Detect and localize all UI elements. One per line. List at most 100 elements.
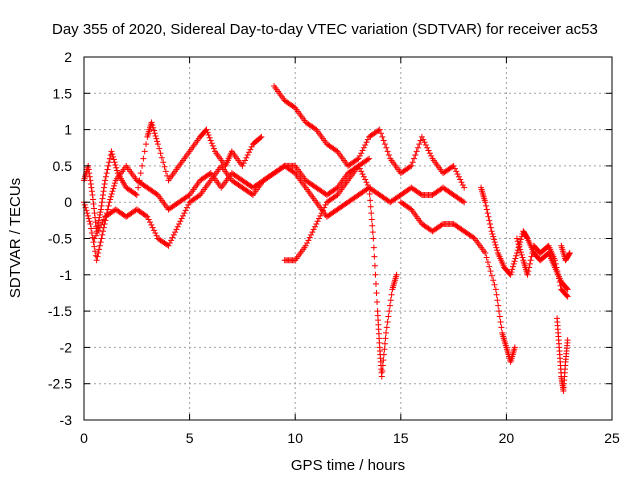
data-point bbox=[81, 201, 88, 208]
data-point bbox=[360, 144, 367, 151]
data-point bbox=[483, 202, 490, 209]
data-point bbox=[557, 282, 564, 289]
data-point bbox=[86, 218, 93, 225]
data-point bbox=[492, 286, 499, 293]
data-point bbox=[438, 221, 445, 228]
data-point bbox=[416, 141, 423, 148]
data-point bbox=[247, 146, 254, 153]
data-point bbox=[359, 147, 366, 154]
data-point bbox=[88, 188, 95, 195]
data-point bbox=[111, 180, 118, 187]
data-point bbox=[364, 136, 371, 143]
data-point bbox=[111, 159, 118, 166]
data-point bbox=[358, 150, 365, 157]
data-point bbox=[100, 188, 107, 195]
data-point bbox=[110, 185, 117, 192]
data-point bbox=[524, 271, 531, 278]
data-point bbox=[426, 150, 433, 157]
data-point bbox=[373, 289, 380, 296]
data-point bbox=[152, 230, 159, 237]
data-point bbox=[149, 224, 156, 231]
data-point bbox=[486, 217, 493, 224]
data-point bbox=[132, 191, 139, 198]
data-point bbox=[451, 165, 458, 172]
data-point bbox=[89, 191, 96, 198]
data-point bbox=[98, 235, 105, 242]
data-point bbox=[154, 138, 161, 145]
data-point bbox=[375, 127, 382, 134]
data-point bbox=[180, 212, 186, 219]
data-point bbox=[379, 133, 386, 140]
data-point bbox=[356, 152, 363, 159]
data-point bbox=[160, 159, 167, 166]
data-point bbox=[111, 182, 118, 189]
data-point bbox=[513, 235, 520, 242]
data-point bbox=[169, 234, 176, 241]
data-point bbox=[87, 181, 94, 188]
data-point bbox=[98, 199, 105, 206]
data-point bbox=[317, 212, 324, 219]
data-point bbox=[170, 231, 177, 238]
data-point bbox=[496, 313, 503, 320]
data-point bbox=[103, 170, 110, 177]
data-point bbox=[333, 192, 340, 199]
data-point bbox=[90, 201, 97, 208]
data-point bbox=[412, 152, 419, 159]
data-point bbox=[383, 324, 390, 331]
data-point bbox=[108, 148, 115, 155]
data-point bbox=[409, 159, 416, 166]
data-point bbox=[100, 228, 107, 235]
data-point bbox=[355, 155, 362, 162]
data-point bbox=[482, 199, 489, 206]
data-point bbox=[84, 212, 91, 219]
data-point bbox=[302, 242, 309, 249]
data-point bbox=[483, 206, 490, 213]
data-point bbox=[424, 144, 431, 151]
data-point bbox=[356, 165, 363, 172]
y-tick-label: -2 bbox=[60, 339, 73, 355]
data-point bbox=[386, 308, 393, 315]
data-point bbox=[383, 144, 390, 151]
data-point bbox=[382, 335, 389, 342]
data-point bbox=[151, 130, 158, 137]
data-point bbox=[107, 193, 114, 200]
data-point bbox=[470, 234, 477, 241]
data-point bbox=[366, 155, 373, 162]
grid bbox=[84, 57, 612, 420]
data-point bbox=[493, 291, 500, 298]
data-point bbox=[487, 268, 494, 275]
data-point bbox=[145, 216, 152, 223]
data-point bbox=[305, 237, 312, 244]
data-point bbox=[99, 231, 106, 238]
data-point bbox=[374, 299, 381, 306]
data-point bbox=[87, 220, 94, 227]
data-point bbox=[147, 219, 153, 226]
data-point bbox=[551, 257, 558, 264]
data-marks bbox=[81, 83, 573, 394]
data-point bbox=[100, 216, 107, 223]
data-point bbox=[177, 218, 184, 225]
data-point bbox=[369, 222, 376, 229]
data-point bbox=[95, 217, 102, 224]
data-point bbox=[380, 357, 387, 364]
data-point bbox=[490, 236, 497, 243]
data-point bbox=[312, 125, 318, 132]
data-point bbox=[516, 243, 523, 250]
data-point bbox=[363, 139, 370, 146]
data-point bbox=[96, 242, 103, 249]
data-point bbox=[176, 220, 183, 227]
data-point bbox=[91, 235, 98, 242]
data-point bbox=[143, 212, 150, 219]
data-point bbox=[152, 132, 159, 139]
data-point bbox=[106, 155, 113, 162]
x-tick-label: 10 bbox=[287, 430, 303, 446]
data-point bbox=[156, 145, 163, 152]
data-point bbox=[487, 220, 494, 227]
data-point bbox=[148, 221, 155, 228]
data-point bbox=[321, 204, 328, 211]
data-point bbox=[381, 346, 388, 353]
data-point bbox=[387, 297, 394, 304]
data-point bbox=[153, 191, 160, 198]
x-tick-label: 5 bbox=[186, 430, 194, 446]
data-point bbox=[493, 244, 500, 251]
